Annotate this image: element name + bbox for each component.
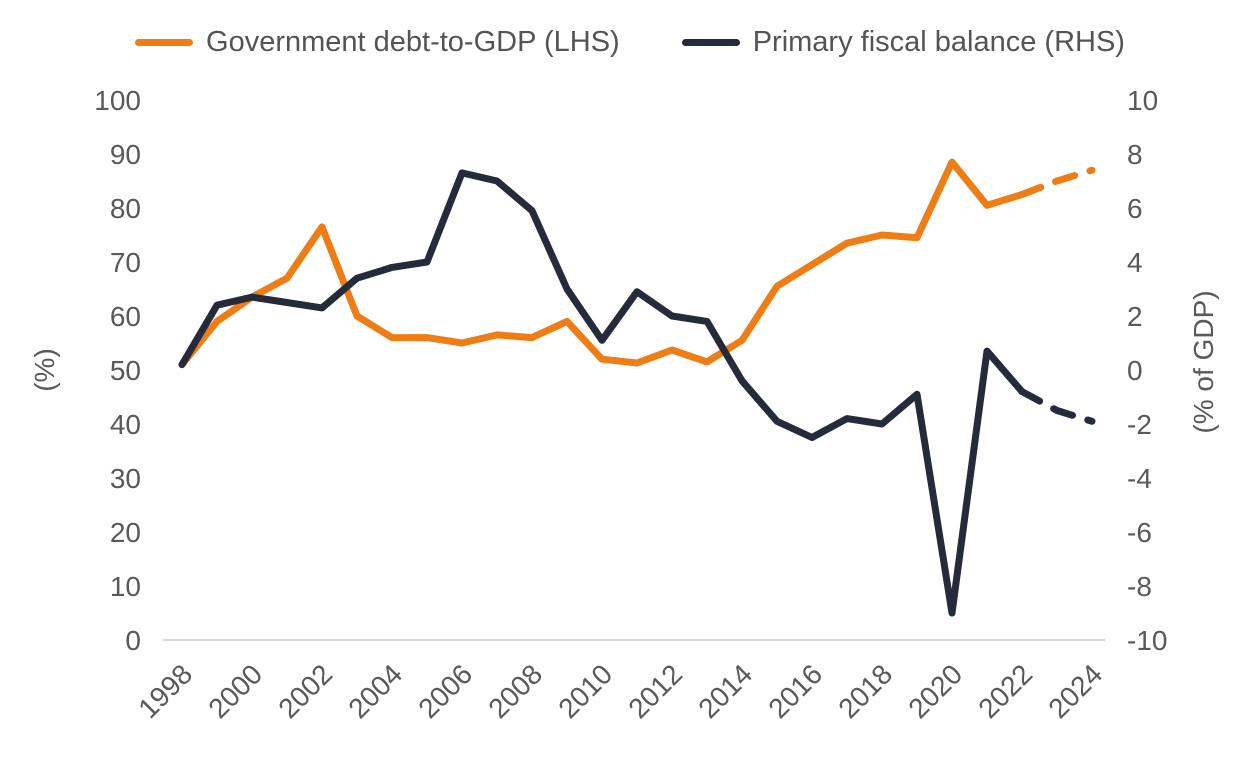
y-axis-left-tick-label: 20 [110, 517, 141, 548]
x-axis-tick-label: 1998 [132, 658, 198, 724]
y-axis-left-tick-label: 70 [110, 247, 141, 278]
y-axis-right-tick-label: 6 [1127, 193, 1143, 224]
y-axis-left-tick-label: 90 [110, 139, 141, 170]
chart-legend: Government debt-to-GDP (LHS) Primary fis… [0, 26, 1260, 59]
y-axis-right-tick-label: -8 [1127, 571, 1152, 602]
x-axis-tick-label: 2002 [272, 658, 338, 724]
y-axis-left-tick-label: 100 [94, 85, 141, 116]
y-axis-left-tick-label: 10 [110, 571, 141, 602]
legend-label-balance: Primary fiscal balance (RHS) [752, 26, 1125, 58]
y-axis-left-title: (%) [29, 348, 60, 392]
x-axis-tick-label: 2004 [342, 658, 408, 724]
balance-line-swatch-icon [681, 39, 740, 46]
x-axis-tick-label: 2020 [902, 658, 968, 724]
x-axis-tick-label: 2018 [832, 658, 898, 724]
x-axis-tick-label: 2016 [762, 658, 828, 724]
y-axis-left-tick-label: 50 [110, 355, 141, 386]
y-axis-left-tick-label: 80 [110, 193, 141, 224]
x-axis-tick-label: 2000 [202, 658, 268, 724]
y-axis-left-tick-label: 40 [110, 409, 141, 440]
series-balance-line-forecast-dashed [1018, 388, 1096, 425]
x-axis-tick-label: 2014 [692, 658, 758, 724]
series-debt-line-forecast-dashed [1018, 166, 1096, 198]
series-debt-line [178, 158, 1096, 369]
y-axis-right-title: (% of GDP) [1188, 290, 1219, 433]
x-axis-tick-label: 2022 [972, 658, 1038, 724]
y-axis-right-tick-label: 4 [1127, 247, 1143, 278]
x-axis-tick-label: 2008 [482, 658, 548, 724]
y-axis-right-tick-label: 8 [1127, 139, 1143, 170]
legend-item-debt: Government debt-to-GDP (LHS) [135, 26, 620, 59]
x-axis-tick-label: 2024 [1042, 658, 1108, 724]
y-axis-left-tick-labels: 0 10 20 30 40 50 60 70 80 90 100 [94, 85, 141, 656]
y-axis-right-tick-label: -6 [1127, 517, 1152, 548]
series-balance-line [178, 169, 1096, 617]
y-axis-right-tick-labels: -10 -8 -6 -4 -2 0 2 4 6 8 10 [1127, 85, 1167, 656]
legend-label-debt: Government debt-to-GDP (LHS) [206, 26, 620, 58]
y-axis-right-tick-label: 0 [1127, 355, 1143, 386]
x-axis-tick-label: 2010 [552, 658, 618, 724]
y-axis-right-tick-label: 2 [1127, 301, 1143, 332]
y-axis-right-tick-label: 10 [1127, 85, 1158, 116]
debt-line-swatch-icon [135, 39, 194, 46]
series-debt-line-solid [178, 158, 1026, 369]
legend-item-balance: Primary fiscal balance (RHS) [681, 26, 1125, 59]
x-axis-tick-label: 2006 [412, 658, 478, 724]
y-axis-right-tick-label: -2 [1127, 409, 1152, 440]
y-axis-left-tick-label: 60 [110, 301, 141, 332]
series-balance-line-solid [178, 169, 1026, 617]
y-axis-right-tick-label: -4 [1127, 463, 1152, 494]
x-axis-tick-label: 2012 [622, 658, 688, 724]
x-axis-tick-labels: 1998 2000 2002 2004 2006 2008 2010 2012 2014 2016… [132, 658, 1108, 724]
y-axis-left-tick-label: 0 [125, 625, 141, 656]
y-axis-left-tick-label: 30 [110, 463, 141, 494]
y-axis-right-tick-label: -10 [1127, 625, 1167, 656]
